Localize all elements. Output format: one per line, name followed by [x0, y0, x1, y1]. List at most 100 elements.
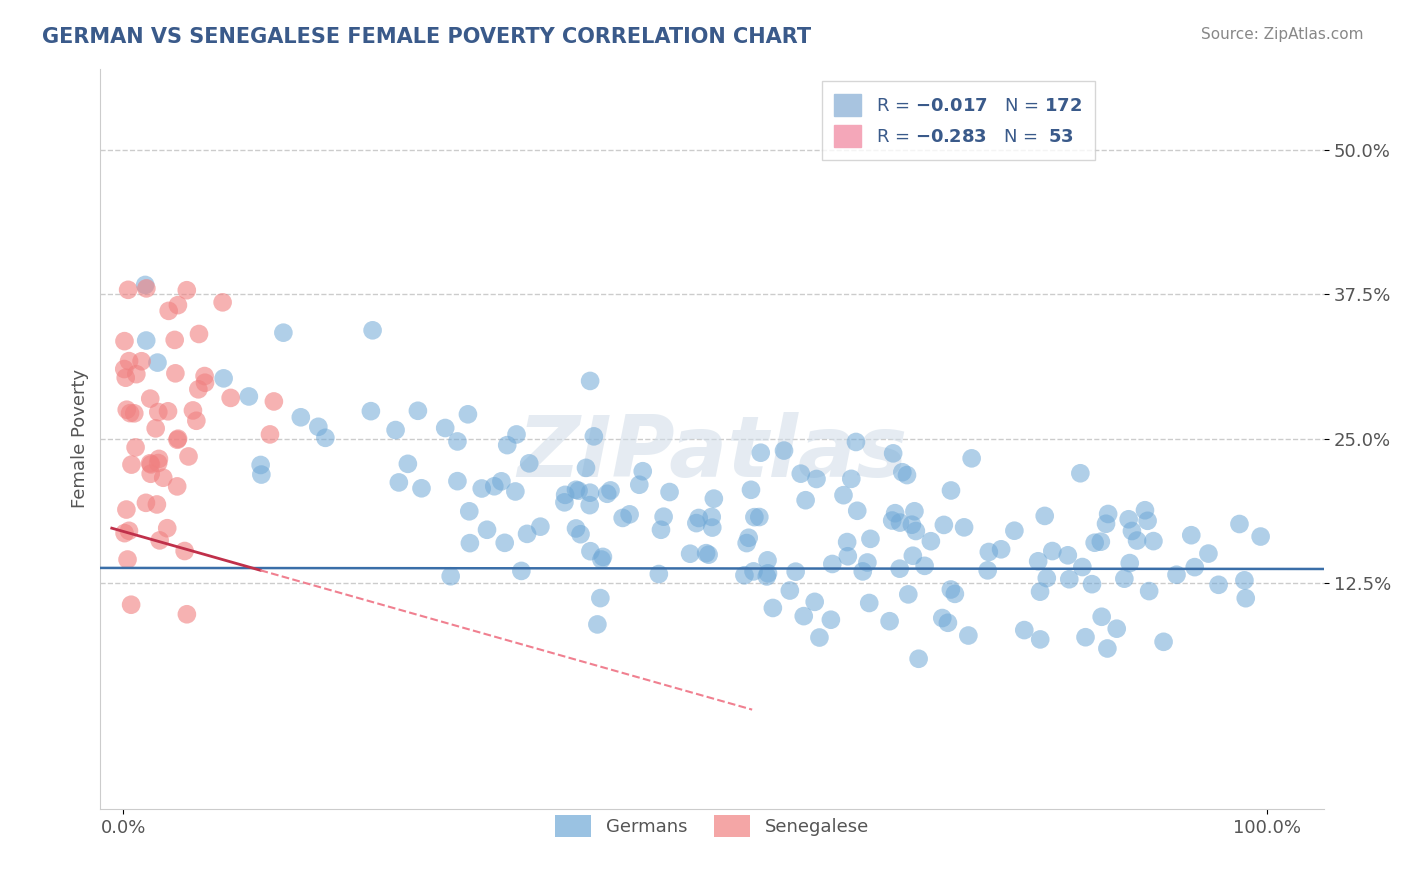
Germans [821, 557, 844, 571]
Germans [907, 652, 929, 666]
Germans [1208, 578, 1230, 592]
Germans [396, 457, 419, 471]
Germans [516, 527, 538, 541]
Germans [839, 472, 862, 486]
Germans [1097, 507, 1119, 521]
Germans [1142, 534, 1164, 549]
Germans [884, 506, 907, 520]
Germans [406, 404, 429, 418]
Germans [361, 323, 384, 337]
Germans [742, 565, 765, 579]
Germans [567, 483, 589, 498]
Germans [314, 431, 336, 445]
Germans [779, 583, 801, 598]
Germans [612, 511, 634, 525]
Germans [901, 517, 924, 532]
Senegalese [145, 421, 167, 435]
Germans [505, 427, 527, 442]
Germans [856, 556, 879, 570]
Germans [920, 534, 942, 549]
Germans [458, 536, 481, 550]
Senegalese [121, 458, 143, 472]
Senegalese [263, 394, 285, 409]
Senegalese [114, 334, 136, 348]
Germans [943, 587, 966, 601]
Senegalese [120, 406, 142, 420]
Germans [628, 477, 651, 491]
Senegalese [156, 521, 179, 535]
Germans [591, 552, 613, 566]
Germans [212, 371, 235, 385]
Germans [1081, 577, 1104, 591]
Germans [806, 472, 828, 486]
Germans [1114, 572, 1136, 586]
Senegalese [139, 458, 162, 472]
Senegalese [163, 333, 186, 347]
Germans [517, 456, 540, 470]
Senegalese [165, 367, 187, 381]
Germans [773, 443, 796, 458]
Germans [852, 565, 875, 579]
Germans [845, 434, 868, 449]
Senegalese [186, 414, 208, 428]
Senegalese [117, 552, 139, 566]
Germans [896, 468, 918, 483]
Senegalese [173, 544, 195, 558]
Legend: Germans, Senegalese: Germans, Senegalese [548, 808, 876, 845]
Germans [790, 467, 813, 481]
Germans [685, 516, 707, 530]
Senegalese [117, 283, 139, 297]
Senegalese [139, 392, 162, 406]
Germans [273, 326, 295, 340]
Germans [1234, 591, 1257, 606]
Germans [290, 410, 312, 425]
Senegalese [115, 502, 138, 516]
Germans [679, 547, 702, 561]
Germans [756, 566, 779, 581]
Germans [803, 595, 825, 609]
Germans [1029, 584, 1052, 599]
Germans [785, 565, 807, 579]
Germans [688, 511, 710, 525]
Germans [1074, 630, 1097, 644]
Germans [554, 488, 576, 502]
Germans [388, 475, 411, 490]
Germans [648, 567, 671, 582]
Germans [505, 484, 527, 499]
Germans [135, 334, 157, 348]
Germans [650, 523, 672, 537]
Senegalese [167, 432, 190, 446]
Senegalese [124, 441, 146, 455]
Y-axis label: Female Poverty: Female Poverty [72, 369, 89, 508]
Text: Source: ZipAtlas.com: Source: ZipAtlas.com [1201, 27, 1364, 42]
Germans [475, 523, 498, 537]
Senegalese [146, 498, 169, 512]
Germans [846, 504, 869, 518]
Germans [1105, 622, 1128, 636]
Germans [569, 527, 592, 541]
Germans [434, 421, 457, 435]
Germans [578, 498, 600, 512]
Germans [1166, 567, 1188, 582]
Germans [249, 458, 271, 472]
Germans [529, 519, 551, 533]
Germans [744, 510, 766, 524]
Germans [1136, 514, 1159, 528]
Germans [565, 483, 588, 497]
Germans [1133, 503, 1156, 517]
Germans [1250, 530, 1272, 544]
Senegalese [157, 304, 180, 318]
Germans [146, 355, 169, 369]
Germans [891, 465, 914, 479]
Germans [1184, 560, 1206, 574]
Germans [1026, 554, 1049, 568]
Germans [977, 545, 1000, 559]
Germans [1197, 547, 1219, 561]
Senegalese [211, 295, 233, 310]
Germans [440, 569, 463, 583]
Germans [1033, 508, 1056, 523]
Germans [619, 508, 641, 522]
Germans [756, 553, 779, 567]
Germans [484, 479, 506, 493]
Germans [1029, 632, 1052, 647]
